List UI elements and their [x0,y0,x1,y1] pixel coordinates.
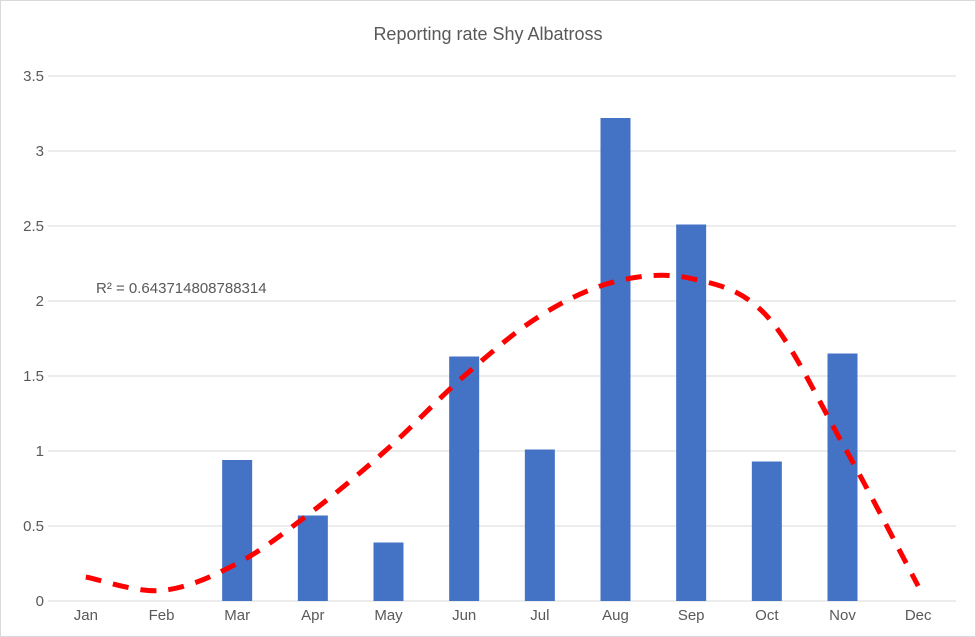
x-tick-label: Nov [829,607,856,624]
y-tick-label: 3 [36,143,44,160]
x-tick-label: May [374,607,403,624]
bar-oct [751,461,782,601]
bar-apr [297,515,328,601]
x-tick-label: Feb [149,607,175,624]
x-tick-label: Jul [530,607,549,624]
bar-mar [222,460,253,601]
bar-nov [827,353,858,601]
bar-may [373,542,404,601]
bar-aug [600,118,631,601]
y-tick-label: 3.5 [23,68,44,85]
x-tick-label: Oct [755,607,779,624]
bar-sep [676,224,707,601]
trendline [85,272,921,594]
y-tick-label: 0 [36,593,44,610]
bar-jul [524,449,555,601]
x-tick-label: Aug [602,607,629,624]
y-tick-label: 1.5 [23,368,44,385]
y-tick-label: 2 [36,293,44,310]
y-tick-label: 2.5 [23,218,44,235]
x-tick-label: Jun [452,607,476,624]
r-squared-label: R² = 0.643714808788314 [96,280,267,297]
bar-jun [449,356,480,601]
y-tick-label: 0.5 [23,518,44,535]
x-tick-label: Jan [74,607,98,624]
x-tick-label: Sep [678,607,705,624]
x-tick-label: Apr [301,607,324,624]
x-tick-label: Mar [224,607,250,624]
y-tick-label: 1 [36,443,44,460]
chart-title: Reporting rate Shy Albatross [373,24,603,44]
x-tick-label: Dec [905,607,932,624]
